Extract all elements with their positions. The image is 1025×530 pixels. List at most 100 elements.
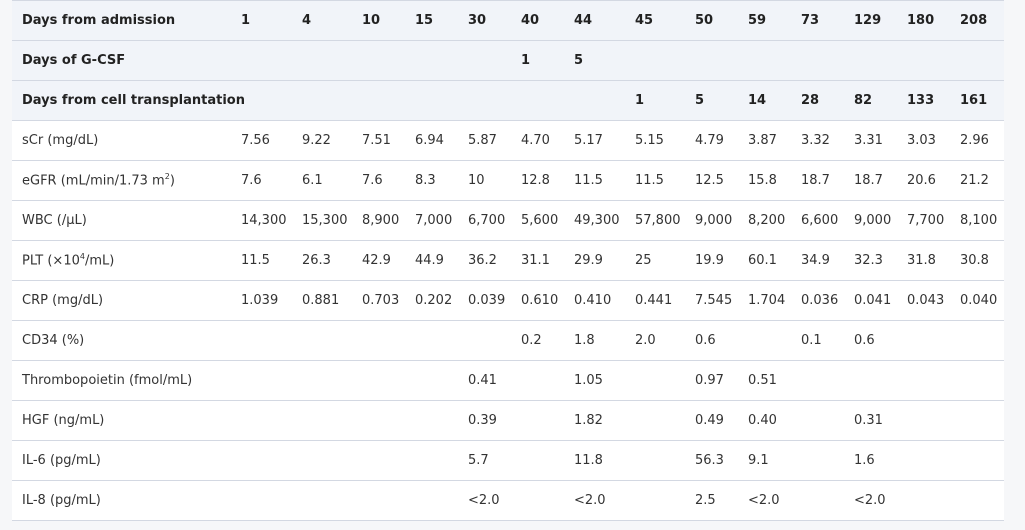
table-cell: 15,300 <box>294 200 354 241</box>
row-label-text: CD34 (%) <box>22 333 85 348</box>
table-cell: 0.410 <box>566 280 627 321</box>
table-cell: 7.6 <box>354 160 407 201</box>
table-cell: 0.043 <box>899 280 952 321</box>
table-cell <box>513 480 566 521</box>
table-cell <box>233 480 294 521</box>
table-cell: 0.41 <box>460 360 513 401</box>
table-cell: 129 <box>846 0 899 41</box>
table-cell <box>354 320 407 361</box>
table-cell: 4.79 <box>687 120 740 161</box>
table-row: eGFR (mL/min/1.73 m2) 7.6 6.1 7.6 8.3 10 12.8 1… <box>12 160 1004 201</box>
table-cell <box>952 440 1004 481</box>
table-cell <box>460 40 513 81</box>
lab-values-table-container: Days from admission 1 4 10 15 30 40 44 45 50 59 73 1… <box>12 0 1004 521</box>
table-cell: 0.6 <box>846 320 899 361</box>
table-cell: 5.87 <box>460 120 513 161</box>
table-cell <box>407 480 460 521</box>
row-label-text: IL-6 (pg/mL) <box>22 453 101 468</box>
table-cell: 9,000 <box>687 200 740 241</box>
table-cell: 50 <box>687 0 740 41</box>
row-label: CRP (mg/dL) <box>12 280 233 321</box>
table-cell <box>294 480 354 521</box>
row-label-text: PLT (×10 <box>22 253 80 269</box>
table-cell: <2.0 <box>460 480 513 521</box>
table-cell: 11.5 <box>627 160 687 201</box>
table-cell <box>513 80 566 121</box>
table-cell: 36.2 <box>460 240 513 281</box>
table-cell: 14 <box>740 80 793 121</box>
table-row: HGF (ng/mL) 0.39 1.82 0.49 0.40 0.31 <box>12 400 1004 441</box>
row-label: Days from cell transplantation <box>12 80 245 121</box>
table-cell <box>952 360 1004 401</box>
table-cell: 59 <box>740 0 793 41</box>
superscript: 4 <box>79 252 85 262</box>
table-cell: 0.703 <box>354 280 407 321</box>
table-cell: 30.8 <box>952 240 1004 281</box>
table-cell: 4 <box>294 0 354 41</box>
row-label: IL-6 (pg/mL) <box>12 440 233 481</box>
table-cell: 10 <box>460 160 513 201</box>
table-cell <box>294 440 354 481</box>
row-label: Thrombopoietin (fmol/mL) <box>12 360 233 401</box>
table-cell: 1.82 <box>566 400 627 441</box>
table-row: CD34 (%) 0.2 1.8 2.0 0.6 0.1 0.6 <box>12 320 1004 361</box>
lab-values-table: Days from admission 1 4 10 15 30 40 44 45 50 59 73 1… <box>12 0 1004 521</box>
table-cell: 0.881 <box>294 280 354 321</box>
table-cell <box>627 480 687 521</box>
table-cell <box>294 400 354 441</box>
table-cell <box>513 360 566 401</box>
table-cell <box>740 320 793 361</box>
table-cell: 31.8 <box>899 240 952 281</box>
table-cell: 7,700 <box>899 200 952 241</box>
table-cell: 32.3 <box>846 240 899 281</box>
table-cell <box>627 360 687 401</box>
table-cell: 0.40 <box>740 400 793 441</box>
table-cell: 7.545 <box>687 280 740 321</box>
table-cell: 3.32 <box>793 120 846 161</box>
table-cell: 7,000 <box>407 200 460 241</box>
table-cell <box>294 320 354 361</box>
table-cell: 49,300 <box>566 200 627 241</box>
header-row: Days from admission 1 4 10 15 30 40 44 45 50 59 73 1… <box>12 0 1004 41</box>
table-cell: 18.7 <box>846 160 899 201</box>
table-cell: 0.51 <box>740 360 793 401</box>
table-cell: 29.9 <box>566 240 627 281</box>
table-cell: 73 <box>793 0 846 41</box>
table-cell: 44 <box>566 0 627 41</box>
row-label-text: Days from cell transplantation <box>22 93 245 108</box>
table-cell <box>294 40 354 81</box>
table-cell: 5.15 <box>627 120 687 161</box>
table-cell: 1.039 <box>233 280 294 321</box>
table-cell <box>513 440 566 481</box>
row-label: eGFR (mL/min/1.73 m2) <box>12 160 233 201</box>
table-cell: 0.97 <box>687 360 740 401</box>
table-cell: 57,800 <box>627 200 687 241</box>
table-cell <box>952 400 1004 441</box>
table-cell <box>899 320 952 361</box>
table-cell <box>354 40 407 81</box>
table-cell: 0.6 <box>687 320 740 361</box>
table-cell: 30 <box>460 0 513 41</box>
table-cell: 18.7 <box>793 160 846 201</box>
table-cell <box>354 480 407 521</box>
table-cell: 5.17 <box>566 120 627 161</box>
table-cell: 2.5 <box>687 480 740 521</box>
table-cell: 10 <box>354 0 407 41</box>
table-cell: 1 <box>627 80 687 121</box>
table-cell: 1.8 <box>566 320 627 361</box>
table-cell <box>899 360 952 401</box>
table-cell <box>354 360 407 401</box>
table-cell <box>233 360 294 401</box>
table-cell: 0.039 <box>460 280 513 321</box>
table-cell <box>793 480 846 521</box>
table-cell: 9.22 <box>294 120 354 161</box>
table-cell: 0.1 <box>793 320 846 361</box>
table-cell: 0.2 <box>513 320 566 361</box>
table-cell: 1.6 <box>846 440 899 481</box>
table-cell: 12.5 <box>687 160 740 201</box>
table-cell: 42.9 <box>354 240 407 281</box>
table-cell <box>233 320 294 361</box>
table-cell <box>687 40 740 81</box>
table-cell: 40 <box>513 0 566 41</box>
table-cell <box>294 80 354 121</box>
